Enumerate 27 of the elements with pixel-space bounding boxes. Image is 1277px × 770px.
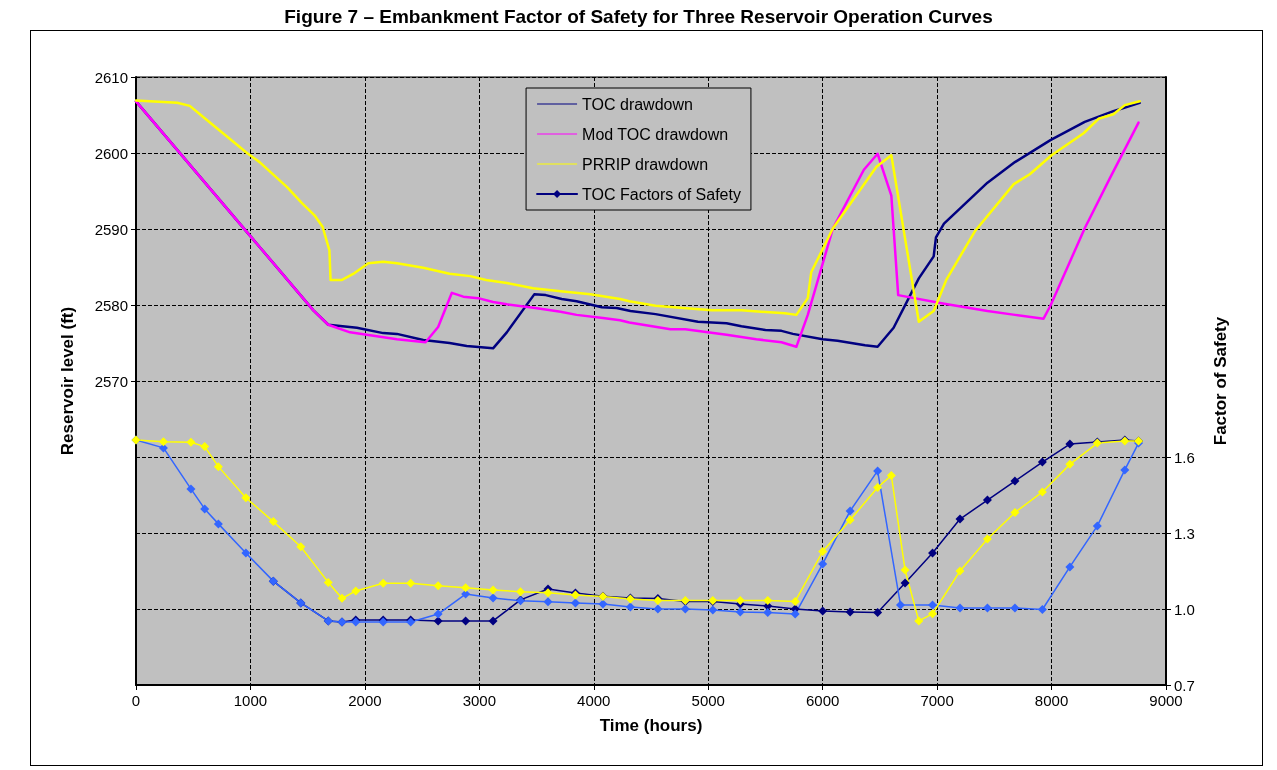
y2-tick-label: 1.0 [1174, 600, 1195, 618]
x-tick-label: 9000 [1149, 692, 1183, 709]
x-tick-label: 2000 [348, 692, 382, 709]
y2-axis-title: Factor of Safety [1210, 316, 1230, 446]
y2-tick-label: 1.6 [1174, 448, 1195, 466]
x-tick-label: 1000 [233, 692, 268, 709]
y-tick-label: 2600 [94, 144, 128, 162]
x-tick-label: 8000 [1034, 692, 1069, 709]
y-axis-title: Reservoir level (ft) [58, 306, 77, 456]
y-tick-label: 2580 [94, 296, 128, 314]
x-tick-label: 3000 [462, 692, 497, 709]
legend-label: TOC Factors of Safety [582, 185, 741, 203]
x-tick-label: 0 [131, 692, 141, 709]
y-tick-label: 2590 [94, 220, 128, 238]
x-tick-label: 4000 [577, 692, 611, 709]
y2-tick-label: 0.7 [1174, 676, 1195, 694]
x-tick-label: 5000 [691, 692, 725, 709]
y-tick-label: 2610 [94, 68, 128, 86]
x-tick-label: 6000 [805, 692, 840, 709]
y2-tick-label: 1.3 [1174, 524, 1195, 542]
y-tick-label: 2570 [94, 372, 128, 390]
legend-label: TOC drawdown [582, 95, 693, 113]
legend-label: PRRIP drawdown [582, 155, 709, 173]
x-tick-label: 7000 [920, 692, 954, 709]
x-axis-title: Time (hours) [599, 716, 703, 735]
legend-label: Mod TOC drawdown [582, 125, 729, 143]
chart-title: Figure 7 – Embankment Factor of Safety for Three Reservoir Operation Curves [284, 6, 993, 27]
